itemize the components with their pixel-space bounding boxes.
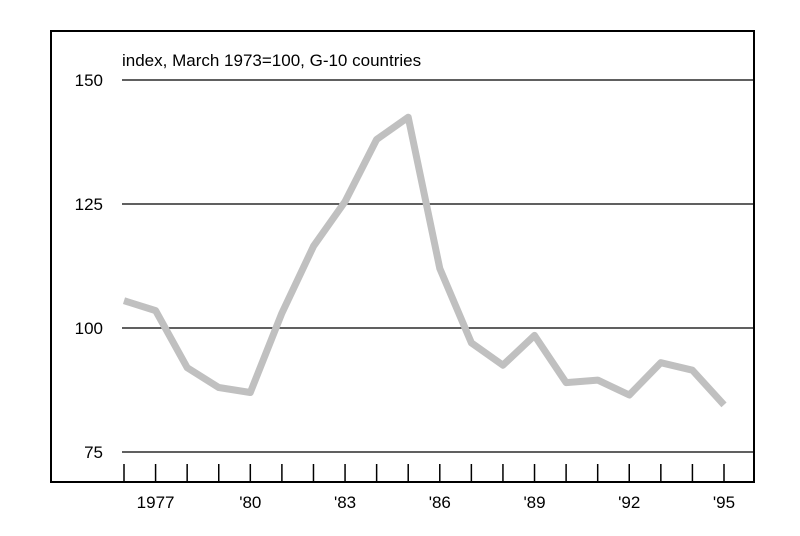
x-tick-label: '86 bbox=[429, 493, 451, 512]
chart-subtitle: index, March 1973=100, G-10 countries bbox=[122, 51, 421, 70]
x-tick-label: 1977 bbox=[137, 493, 175, 512]
x-tick-label: '92 bbox=[618, 493, 640, 512]
x-tick-label: '83 bbox=[334, 493, 356, 512]
x-tick-label: '80 bbox=[239, 493, 261, 512]
x-tick-label: '89 bbox=[523, 493, 545, 512]
series-line bbox=[122, 113, 727, 408]
y-tick-label: 75 bbox=[84, 443, 103, 462]
y-tick-label: 150 bbox=[75, 71, 103, 90]
plot-frame bbox=[50, 30, 755, 483]
y-tick-label: 125 bbox=[75, 195, 103, 214]
gridlines bbox=[122, 79, 754, 453]
x-tick-label: '95 bbox=[713, 493, 735, 512]
y-tick-label: 100 bbox=[75, 319, 103, 338]
x-tick-labels: 1977 '80 '83 '86 '89 '92 '95 bbox=[137, 493, 735, 512]
series-layer bbox=[122, 113, 727, 408]
x-ticks bbox=[123, 464, 725, 482]
y-tick-labels: 75 100 125 150 bbox=[75, 71, 103, 462]
